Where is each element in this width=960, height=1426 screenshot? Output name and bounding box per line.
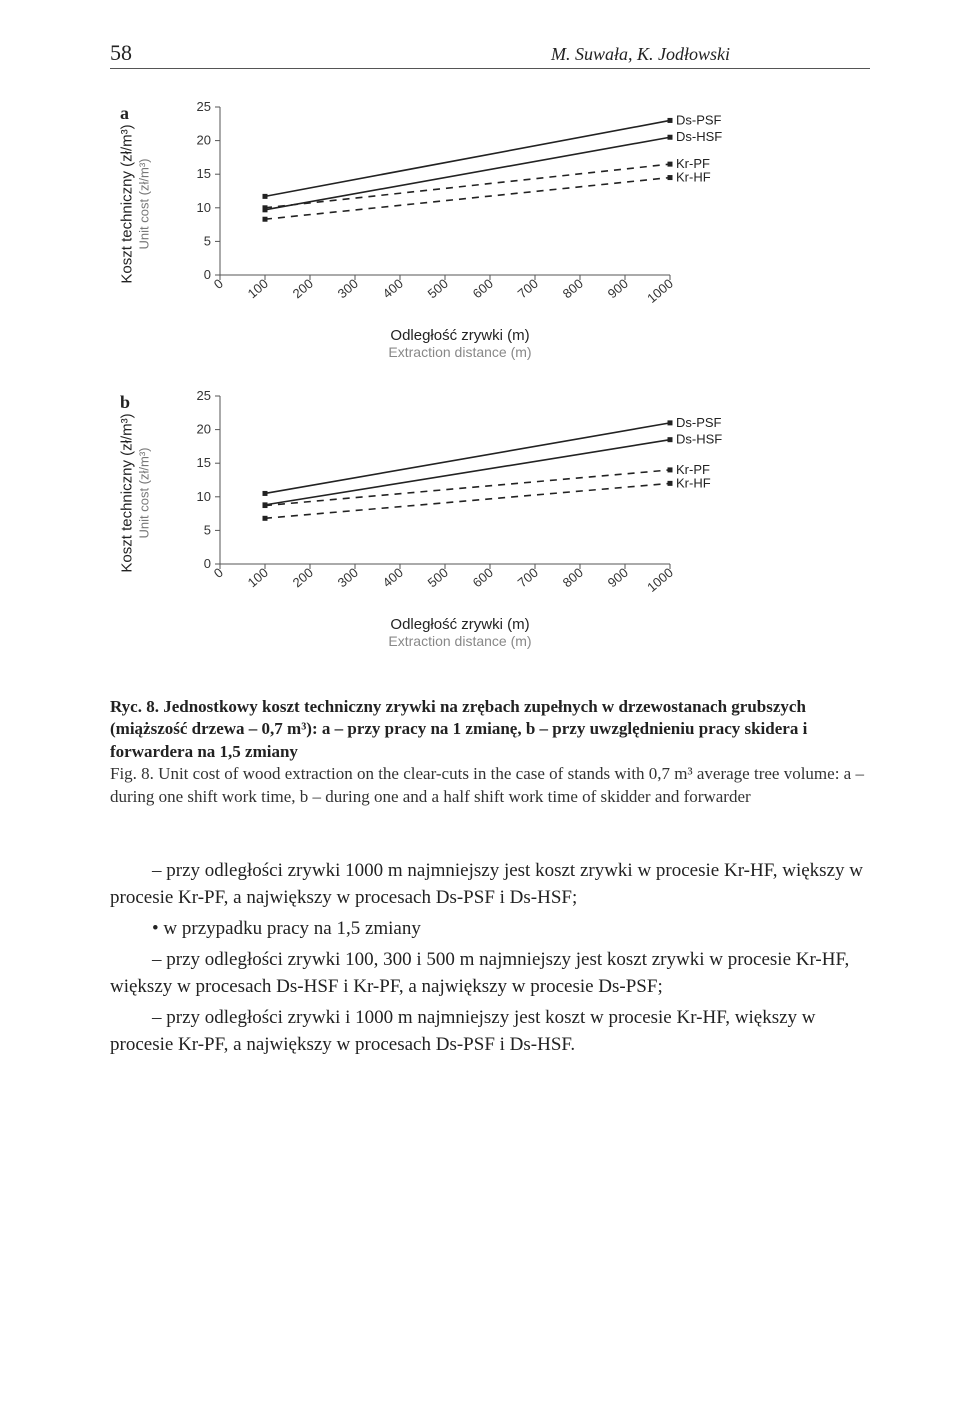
- svg-text:Kr-HF: Kr-HF: [676, 170, 711, 185]
- caption-pl: Ryc. 8. Jednostkowy koszt techniczny zry…: [110, 697, 807, 761]
- chart-a: Koszt techniczny (zł/m³) Unit cost (zł/m…: [180, 99, 740, 309]
- svg-text:800: 800: [560, 564, 586, 589]
- figure-caption: Ryc. 8. Jednostkowy koszt techniczny zry…: [110, 696, 870, 808]
- svg-text:25: 25: [197, 99, 211, 114]
- svg-text:200: 200: [290, 276, 316, 301]
- svg-text:600: 600: [470, 276, 496, 301]
- svg-text:5: 5: [204, 522, 211, 537]
- ylabel-a: Koszt techniczny (zł/m³) Unit cost (zł/m…: [120, 124, 153, 283]
- svg-text:700: 700: [515, 276, 541, 301]
- svg-text:0: 0: [204, 267, 211, 282]
- svg-text:20: 20: [197, 421, 211, 436]
- svg-text:Ds-HSF: Ds-HSF: [676, 431, 722, 446]
- svg-text:Ds-PSF: Ds-PSF: [676, 414, 722, 429]
- ylabel-b: Koszt techniczny (zł/m³) Unit cost (zł/m…: [120, 413, 153, 572]
- svg-text:1000: 1000: [644, 276, 676, 306]
- svg-text:800: 800: [560, 276, 586, 301]
- svg-text:900: 900: [605, 564, 631, 589]
- xlabel-sub: Extraction distance (m): [388, 344, 531, 360]
- svg-text:600: 600: [470, 564, 496, 589]
- svg-text:0: 0: [211, 564, 226, 580]
- page-header: 58 M. Suwała, K. Jodłowski: [110, 40, 870, 69]
- ylabel-sub: Unit cost (zł/m³): [136, 447, 151, 538]
- svg-text:0: 0: [211, 276, 226, 292]
- svg-text:25: 25: [197, 388, 211, 403]
- ylabel-main: Koszt techniczny (zł/m³): [119, 124, 136, 283]
- svg-text:10: 10: [197, 200, 211, 215]
- svg-text:1000: 1000: [644, 564, 676, 594]
- panel-letter-a: a: [120, 99, 180, 124]
- caption-en: Fig. 8. Unit cost of wood extraction on …: [110, 764, 864, 805]
- figure-8: a Koszt techniczny (zł/m³) Unit cost (zł…: [120, 99, 870, 676]
- svg-text:15: 15: [197, 166, 211, 181]
- svg-text:900: 900: [605, 276, 631, 301]
- ylabel-sub: Unit cost (zł/m³): [136, 159, 151, 250]
- svg-text:0: 0: [204, 556, 211, 571]
- xlabel-main: Odległość zrywki (m): [390, 327, 529, 344]
- bullet-line: • w przypadku pracy na 1,5 zmiany: [110, 916, 870, 943]
- svg-text:100: 100: [245, 276, 271, 301]
- svg-text:5: 5: [204, 233, 211, 248]
- xlabel-sub: Extraction distance (m): [388, 633, 531, 649]
- body-text: – przy odległości zrywki 1000 m najmniej…: [110, 858, 870, 1059]
- svg-text:10: 10: [197, 488, 211, 503]
- page-number: 58: [110, 40, 132, 66]
- para-1: – przy odległości zrywki 1000 m najmniej…: [110, 858, 870, 912]
- svg-text:20: 20: [197, 133, 211, 148]
- svg-text:400: 400: [380, 276, 406, 301]
- svg-text:400: 400: [380, 564, 406, 589]
- xlabel-a: Odległość zrywki (m) Extraction distance…: [180, 327, 740, 362]
- chart-b: Koszt techniczny (zł/m³) Unit cost (zł/m…: [180, 388, 740, 598]
- para-3: – przy odległości zrywki i 1000 m najmni…: [110, 1005, 870, 1059]
- svg-text:100: 100: [245, 564, 271, 589]
- xlabel-b: Odległość zrywki (m) Extraction distance…: [180, 616, 740, 651]
- svg-text:15: 15: [197, 455, 211, 470]
- panel-letter-b: b: [120, 388, 180, 413]
- svg-text:Ds-PSF: Ds-PSF: [676, 112, 722, 127]
- svg-text:300: 300: [335, 564, 361, 589]
- xlabel-main: Odległość zrywki (m): [390, 616, 529, 633]
- authors: M. Suwała, K. Jodłowski: [551, 44, 730, 65]
- svg-text:Kr-HF: Kr-HF: [676, 475, 711, 490]
- para-2: – przy odległości zrywki 100, 300 i 500 …: [110, 947, 870, 1001]
- svg-text:700: 700: [515, 564, 541, 589]
- svg-text:500: 500: [425, 564, 451, 589]
- svg-text:200: 200: [290, 564, 316, 589]
- svg-text:500: 500: [425, 276, 451, 301]
- svg-text:300: 300: [335, 276, 361, 301]
- svg-text:Ds-HSF: Ds-HSF: [676, 129, 722, 144]
- ylabel-main: Koszt techniczny (zł/m³): [119, 413, 136, 572]
